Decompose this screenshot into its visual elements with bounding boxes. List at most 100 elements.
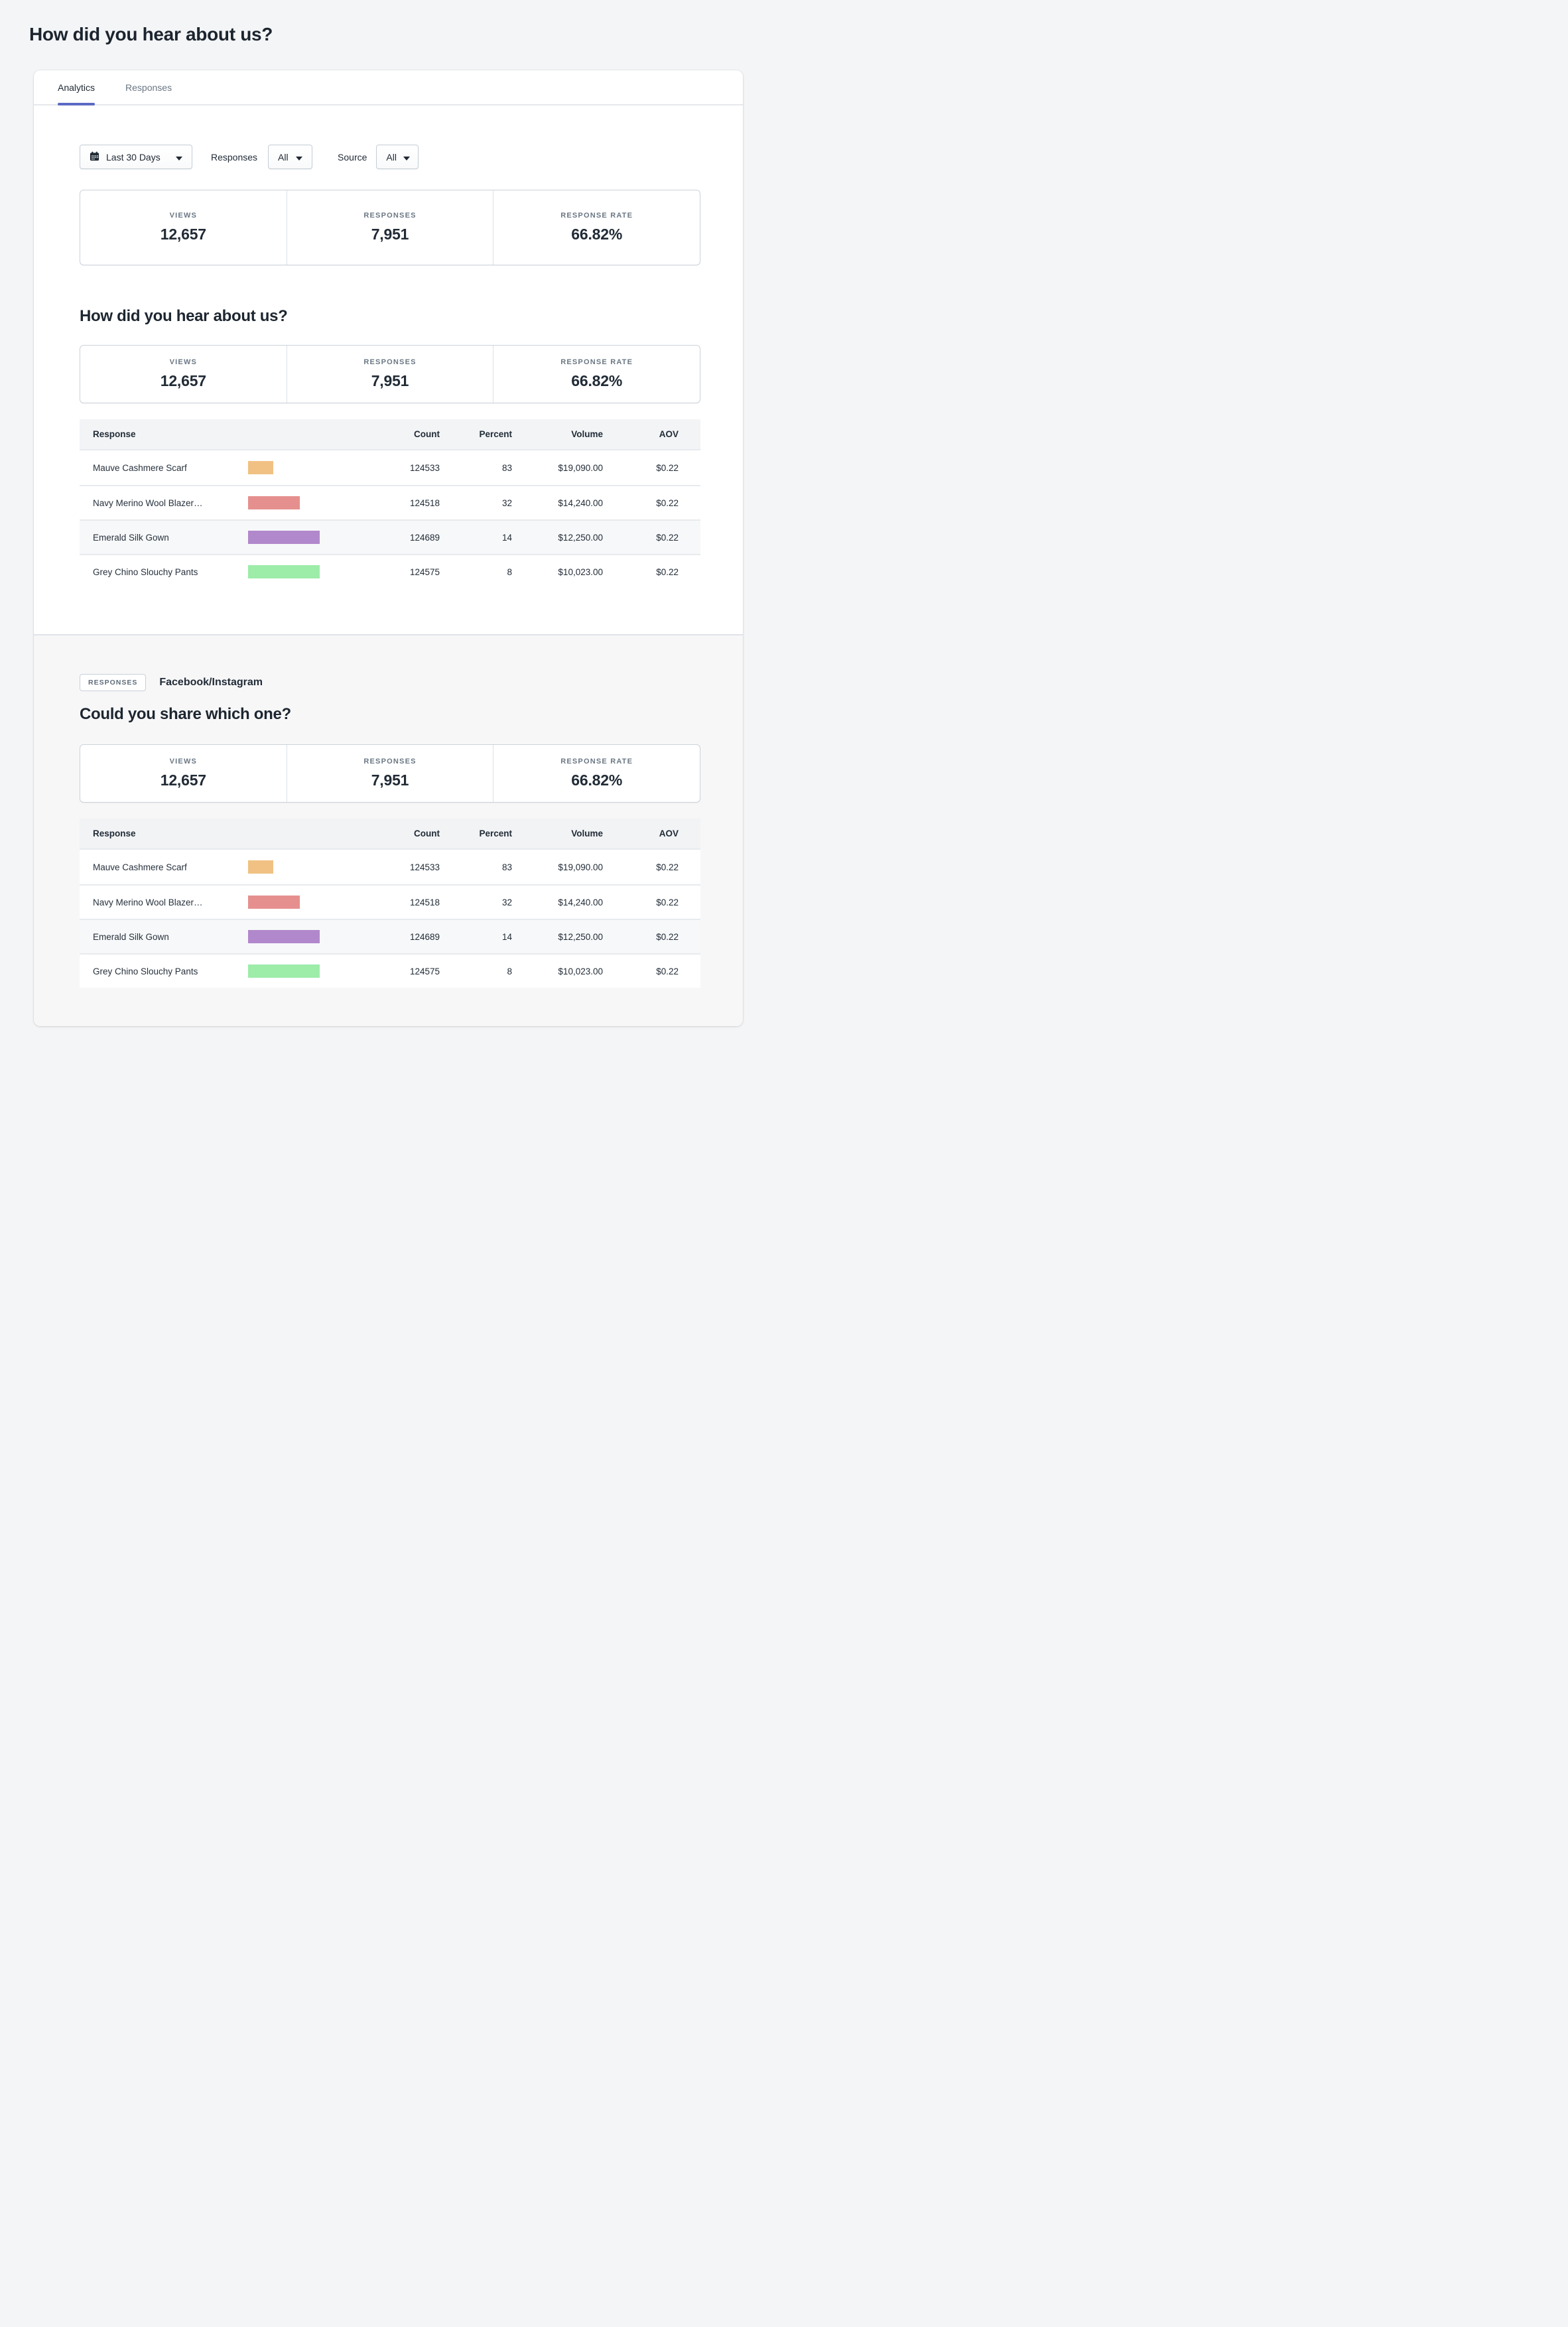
- response-bar-swatch: [248, 860, 273, 874]
- table-row[interactable]: Emerald Silk Gown 124689 14 $12,250.00 $0.22: [80, 919, 700, 953]
- filter-bar: Last 30 Days Responses All Source All: [80, 145, 700, 169]
- count-value: 124518: [409, 897, 440, 907]
- aov-value: $0.22: [656, 931, 679, 942]
- aov-value: $0.22: [656, 897, 679, 907]
- response-name: Navy Merino Wool Blazer…: [93, 498, 203, 508]
- percent-value: 8: [507, 966, 512, 976]
- question1-responses-table: Response Count Percent Volume AOV Mauve …: [80, 419, 700, 588]
- col-count: Count: [414, 829, 440, 838]
- responses-filter-value: All: [278, 151, 289, 163]
- response-bar-swatch: [248, 930, 320, 943]
- percent-value: 14: [501, 931, 512, 942]
- source-filter-dropdown[interactable]: All: [376, 145, 419, 169]
- aov-value: $0.22: [656, 462, 679, 473]
- response-name: Grey Chino Slouchy Pants: [93, 566, 198, 577]
- volume-value: $14,240.00: [558, 498, 603, 508]
- question2-title: Could you share which one?: [80, 705, 291, 723]
- table-row[interactable]: Grey Chino Slouchy Pants 124575 8 $10,023.0…: [80, 554, 700, 588]
- response-bar-swatch: [248, 461, 273, 474]
- response-bar-swatch: [248, 565, 320, 578]
- response-name: Mauve Cashmere Scarf: [93, 862, 187, 872]
- table-row[interactable]: Mauve Cashmere Scarf 124533 83 $19,090.00 $0…: [80, 450, 700, 485]
- col-percent: Percent: [479, 429, 512, 439]
- analytics-section: Last 30 Days Responses All Source All: [34, 105, 743, 634]
- stat-views: Views 12,657: [80, 190, 287, 265]
- stat-responses-value: 7,951: [371, 372, 409, 389]
- stat-views-value: 12,657: [160, 226, 206, 243]
- percent-value: 83: [501, 862, 512, 872]
- stat-response-rate: Response rate 66.82%: [493, 745, 700, 802]
- stat-responses-label: Responses: [363, 758, 417, 765]
- stat-responses-label: Responses: [363, 358, 417, 366]
- response-context-row: RESPONSES Facebook/Instagram: [80, 674, 700, 691]
- source-filter-value: All: [386, 151, 397, 163]
- question2-section: RESPONSES Facebook/Instagram Could you s…: [34, 634, 743, 1026]
- percent-value: 83: [501, 462, 512, 473]
- aov-value: $0.22: [656, 498, 679, 508]
- response-name: Grey Chino Slouchy Pants: [93, 966, 198, 976]
- overall-stats-summary: Views 12,657 Responses 7,951 Response ra…: [80, 190, 700, 265]
- tab-responses-label: Responses: [125, 82, 172, 93]
- response-bar-swatch: [248, 964, 320, 978]
- stat-response-rate-label: Response rate: [560, 212, 633, 220]
- table-row[interactable]: Emerald Silk Gown 124689 14 $12,250.00 $0.22: [80, 519, 700, 554]
- count-value: 124533: [409, 862, 440, 872]
- col-volume: Volume: [571, 829, 603, 838]
- tab-responses[interactable]: Responses: [125, 70, 172, 104]
- col-percent: Percent: [479, 829, 512, 838]
- stat-responses-value: 7,951: [371, 771, 409, 789]
- stat-response-rate-label: Response rate: [560, 758, 633, 765]
- volume-value: $19,090.00: [558, 462, 603, 473]
- col-volume: Volume: [571, 429, 603, 439]
- percent-value: 32: [501, 498, 512, 508]
- percent-value: 8: [507, 566, 512, 577]
- stat-views-label: Views: [169, 358, 198, 366]
- question1-stats-summary: Views 12,657 Responses 7,951 Response ra…: [80, 345, 700, 403]
- response-bar: [248, 531, 334, 544]
- stat-views-value: 12,657: [160, 372, 206, 389]
- chevron-down-icon: [176, 152, 182, 163]
- chevron-down-icon: [403, 152, 410, 163]
- col-response: Response: [93, 829, 136, 838]
- count-value: 124575: [409, 566, 440, 577]
- table-header: Response Count Percent Volume AOV: [80, 419, 700, 450]
- table-row[interactable]: Mauve Cashmere Scarf 124533 83 $19,090.00 $0…: [80, 850, 700, 884]
- response-name: Emerald Silk Gown: [93, 532, 169, 543]
- table-body: Mauve Cashmere Scarf 124533 83 $19,090.00 $0…: [80, 850, 700, 988]
- table-row[interactable]: Navy Merino Wool Blazer… 124518 32 $14,240.…: [80, 884, 700, 919]
- response-bar-swatch: [248, 496, 300, 509]
- table-row[interactable]: Navy Merino Wool Blazer… 124518 32 $14,240.…: [80, 485, 700, 519]
- table-row[interactable]: Grey Chino Slouchy Pants 124575 8 $10,023.0…: [80, 953, 700, 988]
- response-bar: [248, 496, 334, 509]
- col-aov: AOV: [659, 829, 679, 838]
- response-bar: [248, 896, 334, 909]
- volume-value: $10,023.00: [558, 566, 603, 577]
- volume-value: $12,250.00: [558, 931, 603, 942]
- stat-views-label: Views: [169, 758, 198, 765]
- percent-value: 14: [501, 532, 512, 543]
- stat-response-rate: Response rate 66.82%: [493, 346, 700, 403]
- response-name: Navy Merino Wool Blazer…: [93, 897, 203, 907]
- date-range-dropdown[interactable]: Last 30 Days: [80, 145, 192, 169]
- date-range-value: Last 30 Days: [106, 151, 161, 163]
- responses-filter-dropdown[interactable]: All: [268, 145, 313, 169]
- stat-response-rate-value: 66.82%: [571, 771, 623, 789]
- response-bar-swatch: [248, 531, 320, 544]
- response-bar: [248, 860, 334, 874]
- response-name: Emerald Silk Gown: [93, 931, 169, 942]
- stat-views: Views 12,657: [80, 745, 287, 802]
- stat-response-rate-value: 66.82%: [571, 226, 623, 243]
- responses-filter-label: Responses: [211, 151, 258, 163]
- response-bar-swatch: [248, 896, 300, 909]
- aov-value: $0.22: [656, 532, 679, 543]
- tab-analytics[interactable]: Analytics: [58, 70, 96, 105]
- count-value: 124689: [409, 532, 440, 543]
- volume-value: $19,090.00: [558, 862, 603, 872]
- table-header: Response Count Percent Volume AOV: [80, 819, 700, 850]
- calendar-icon: [90, 151, 99, 163]
- count-value: 124575: [409, 966, 440, 976]
- volume-value: $10,023.00: [558, 966, 603, 976]
- stat-views-label: Views: [169, 212, 198, 220]
- stat-views: Views 12,657: [80, 346, 287, 403]
- responses-badge: RESPONSES: [80, 674, 147, 691]
